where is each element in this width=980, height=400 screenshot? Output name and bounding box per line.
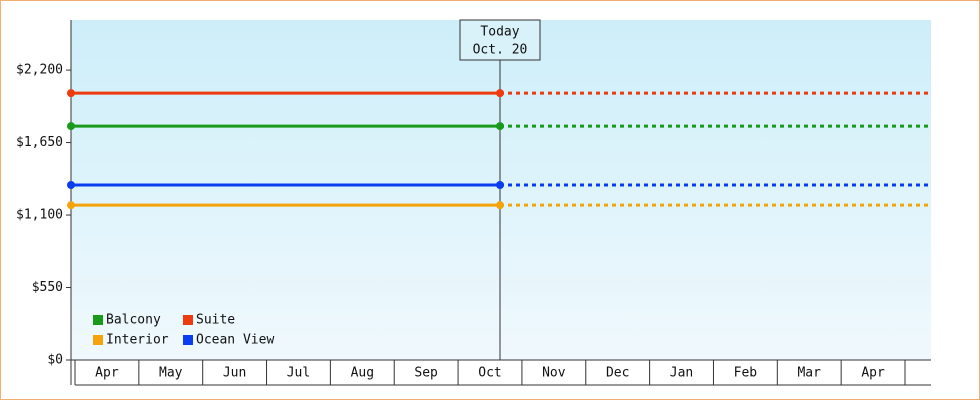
x-tick-label: Apr — [861, 366, 885, 381]
y-tick-label: $2,200 — [16, 63, 63, 78]
today-label: Today — [480, 25, 519, 40]
series-point — [67, 122, 75, 131]
y-tick-label: $1,100 — [16, 208, 63, 223]
legend-swatch — [93, 315, 103, 325]
series-point — [67, 201, 75, 210]
x-tick-label: Nov — [542, 366, 566, 381]
x-tick-label: Feb — [734, 366, 758, 381]
x-tick-label: Jul — [287, 366, 310, 381]
series-point — [496, 201, 504, 210]
legend-label: Ocean View — [196, 333, 274, 348]
x-tick-label: May — [159, 366, 183, 381]
legend-swatch — [93, 335, 103, 345]
series-point — [496, 122, 504, 131]
y-tick-label: $0 — [47, 353, 63, 368]
x-tick-label: Mar — [797, 366, 821, 381]
today-box — [459, 19, 541, 61]
x-tick-label: Jun — [223, 366, 246, 381]
x-tick-label: Aug — [351, 366, 374, 381]
x-tick-label: Oct — [478, 366, 501, 381]
series-point — [496, 180, 504, 189]
legend-label: Suite — [196, 313, 235, 328]
y-tick-label: $1,650 — [16, 135, 63, 150]
legend-label: Balcony — [106, 313, 161, 328]
x-tick-label: Apr — [95, 366, 119, 381]
x-tick-label: Jan — [670, 366, 693, 381]
x-tick-label: Dec — [606, 366, 629, 381]
series-point — [67, 180, 75, 189]
series-point — [67, 89, 75, 98]
x-tick-label: Sep — [414, 366, 438, 381]
plot-area — [71, 20, 931, 360]
legend-swatch — [183, 335, 193, 345]
y-tick-label: $550 — [32, 280, 63, 295]
today-date: Oct. 20 — [473, 43, 528, 58]
series-point — [496, 89, 504, 98]
legend-label: Interior — [106, 333, 169, 348]
legend-swatch — [183, 315, 193, 325]
